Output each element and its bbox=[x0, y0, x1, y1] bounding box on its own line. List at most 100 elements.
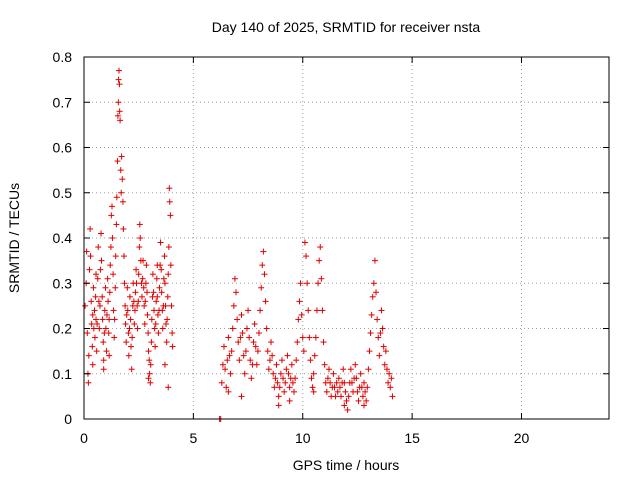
data-point bbox=[91, 307, 98, 314]
y-tick-label: 0.1 bbox=[53, 366, 73, 382]
data-point bbox=[367, 330, 374, 337]
data-point bbox=[382, 348, 389, 355]
data-point bbox=[345, 393, 352, 400]
data-point bbox=[221, 343, 227, 350]
data-point bbox=[165, 384, 172, 391]
data-point bbox=[225, 388, 232, 395]
data-point bbox=[385, 379, 392, 386]
data-point bbox=[116, 67, 122, 74]
data-point bbox=[93, 316, 100, 323]
data-point bbox=[112, 253, 119, 260]
data-point bbox=[265, 366, 272, 373]
data-point bbox=[243, 325, 250, 332]
data-point bbox=[219, 361, 226, 368]
data-point bbox=[366, 348, 373, 355]
data-point bbox=[369, 293, 376, 300]
data-point bbox=[277, 370, 284, 377]
data-point bbox=[361, 402, 367, 409]
data-point bbox=[315, 280, 322, 287]
data-point bbox=[167, 262, 174, 269]
data-point bbox=[319, 307, 326, 314]
data-point bbox=[88, 298, 95, 305]
data-point bbox=[105, 298, 112, 305]
data-point bbox=[236, 357, 243, 364]
data-point bbox=[108, 212, 115, 219]
data-point bbox=[142, 280, 149, 287]
data-point bbox=[340, 366, 347, 373]
data-point bbox=[364, 384, 371, 391]
data-point bbox=[235, 339, 242, 346]
y-tick-label: 0.4 bbox=[53, 230, 73, 246]
data-point bbox=[298, 311, 305, 318]
data-point bbox=[378, 307, 385, 314]
data-point bbox=[327, 379, 334, 386]
y-tick-label: 0.7 bbox=[53, 94, 73, 110]
data-point bbox=[92, 293, 99, 300]
data-point bbox=[293, 357, 300, 364]
data-point bbox=[168, 302, 175, 309]
data-point bbox=[159, 307, 166, 314]
data-point bbox=[87, 253, 94, 260]
data-point bbox=[150, 289, 157, 296]
data-point bbox=[286, 397, 293, 404]
data-point bbox=[260, 248, 267, 255]
data-point bbox=[121, 253, 128, 260]
data-point bbox=[140, 284, 147, 291]
data-point bbox=[163, 320, 170, 327]
data-point bbox=[238, 393, 245, 400]
data-point bbox=[116, 108, 123, 115]
data-point bbox=[154, 262, 161, 269]
data-point bbox=[125, 352, 132, 359]
data-point bbox=[83, 248, 90, 255]
data-point bbox=[373, 289, 380, 296]
data-point bbox=[323, 388, 330, 395]
data-point bbox=[251, 320, 258, 327]
data-point bbox=[144, 289, 150, 296]
data-point bbox=[161, 361, 168, 368]
data-point bbox=[157, 239, 164, 246]
data-point bbox=[146, 370, 153, 377]
data-point bbox=[163, 339, 170, 346]
data-point bbox=[333, 379, 340, 386]
data-point bbox=[147, 379, 154, 386]
data-point bbox=[375, 334, 382, 341]
data-point bbox=[288, 361, 295, 368]
data-point bbox=[85, 379, 92, 386]
data-point bbox=[272, 375, 279, 382]
data-point bbox=[88, 320, 95, 327]
data-point bbox=[274, 379, 281, 386]
data-point bbox=[317, 244, 324, 251]
data-point bbox=[309, 384, 316, 391]
data-point bbox=[155, 330, 162, 337]
data-point bbox=[141, 320, 148, 327]
data-point bbox=[151, 307, 157, 314]
data-point bbox=[133, 280, 140, 287]
data-point bbox=[310, 370, 317, 377]
data-point bbox=[128, 366, 135, 373]
data-point bbox=[270, 370, 277, 377]
data-point bbox=[153, 298, 160, 305]
data-point bbox=[145, 330, 152, 337]
axis-ticks: 0 5 10 15 20 0 0.1 0.2 0.3 0.4 0.5 0.6 0.7 0.8 bbox=[53, 49, 609, 446]
data-point bbox=[109, 235, 116, 241]
data-point bbox=[102, 325, 109, 332]
data-point bbox=[229, 325, 236, 332]
data-point bbox=[230, 302, 237, 309]
data-point bbox=[119, 176, 126, 183]
data-point bbox=[146, 357, 153, 364]
data-point bbox=[131, 307, 138, 314]
data-point bbox=[109, 203, 115, 210]
data-point bbox=[161, 253, 168, 260]
data-point bbox=[117, 167, 124, 174]
data-point bbox=[275, 393, 282, 400]
data-point bbox=[86, 266, 93, 273]
data-point bbox=[103, 348, 110, 355]
data-point bbox=[300, 348, 307, 355]
data-point bbox=[256, 330, 262, 337]
data-point bbox=[144, 311, 151, 318]
data-point bbox=[301, 239, 308, 246]
data-point bbox=[370, 280, 377, 287]
data-point bbox=[134, 302, 141, 309]
data-point bbox=[147, 361, 154, 368]
data-point bbox=[128, 343, 135, 350]
